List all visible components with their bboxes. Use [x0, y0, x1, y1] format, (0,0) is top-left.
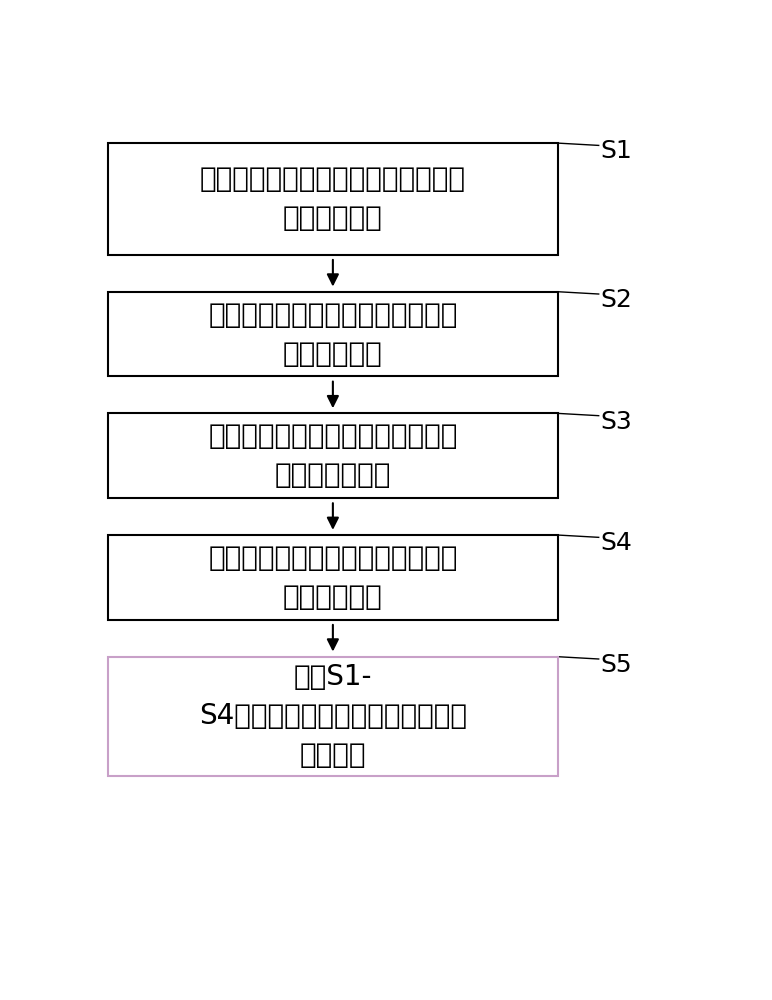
- Text: 测量第一测定光源至叶片正面之间的
入射光的强度: 测量第一测定光源至叶片正面之间的 入射光的强度: [200, 165, 466, 232]
- Text: S2: S2: [601, 288, 632, 312]
- Text: S5: S5: [601, 653, 631, 677]
- Text: S4: S4: [601, 531, 632, 555]
- Bar: [108, 657, 557, 776]
- Text: S3: S3: [601, 410, 632, 434]
- Text: 测量第一测定光源透过叶片正面后
出射光的强度: 测量第一测定光源透过叶片正面后 出射光的强度: [208, 301, 458, 368]
- Bar: [108, 413, 557, 498]
- Text: S1: S1: [601, 139, 632, 163]
- Text: 根据S1-
S4计算获得所述叶片接收到的实际
光照强度: 根据S1- S4计算获得所述叶片接收到的实际 光照强度: [199, 663, 467, 769]
- Text: 测量第二测定光源透过叶片背面后
出射光的强度: 测量第二测定光源透过叶片背面后 出射光的强度: [208, 544, 458, 611]
- Bar: [108, 143, 557, 255]
- Text: 测量第二测定光源至叶片背面之间
的入射光的强度: 测量第二测定光源至叶片背面之间 的入射光的强度: [208, 422, 458, 489]
- Bar: [108, 292, 557, 376]
- Bar: [108, 535, 557, 620]
